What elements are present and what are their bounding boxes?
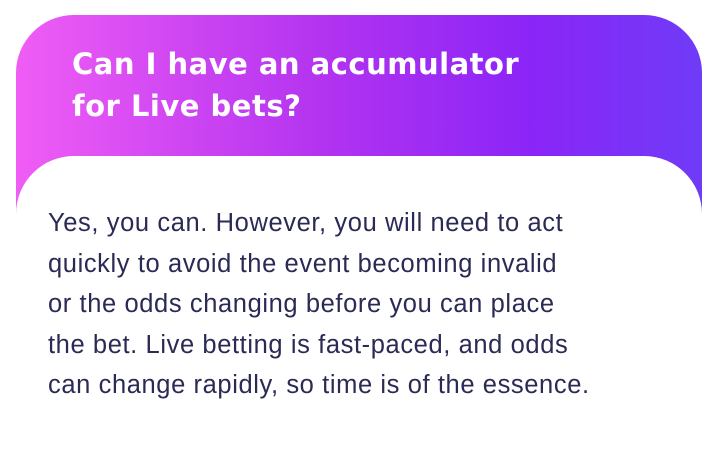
faq-card: Can I have an accumulator for Live bets? …	[16, 15, 702, 458]
faq-question-line-2: for Live bets?	[72, 89, 302, 123]
faq-answer-line: quickly to avoid the event becoming inva…	[48, 249, 558, 278]
faq-question-line-1: Can I have an accumulator	[72, 47, 520, 81]
faq-answer-line: the bet. Live betting is fast-paced, and…	[48, 330, 569, 359]
faq-answer-line: Yes, you can. However, you will need to …	[48, 209, 564, 237]
faq-answer: Yes, you can. However, you will need to …	[48, 203, 698, 406]
faq-question: Can I have an accumulator for Live bets?	[72, 43, 672, 127]
faq-answer-line: can change rapidly, so time is of the es…	[48, 371, 590, 399]
faq-answer-line: or the odds changing before you can plac…	[48, 290, 555, 318]
faq-answer-panel: Yes, you can. However, you will need to …	[16, 156, 702, 458]
